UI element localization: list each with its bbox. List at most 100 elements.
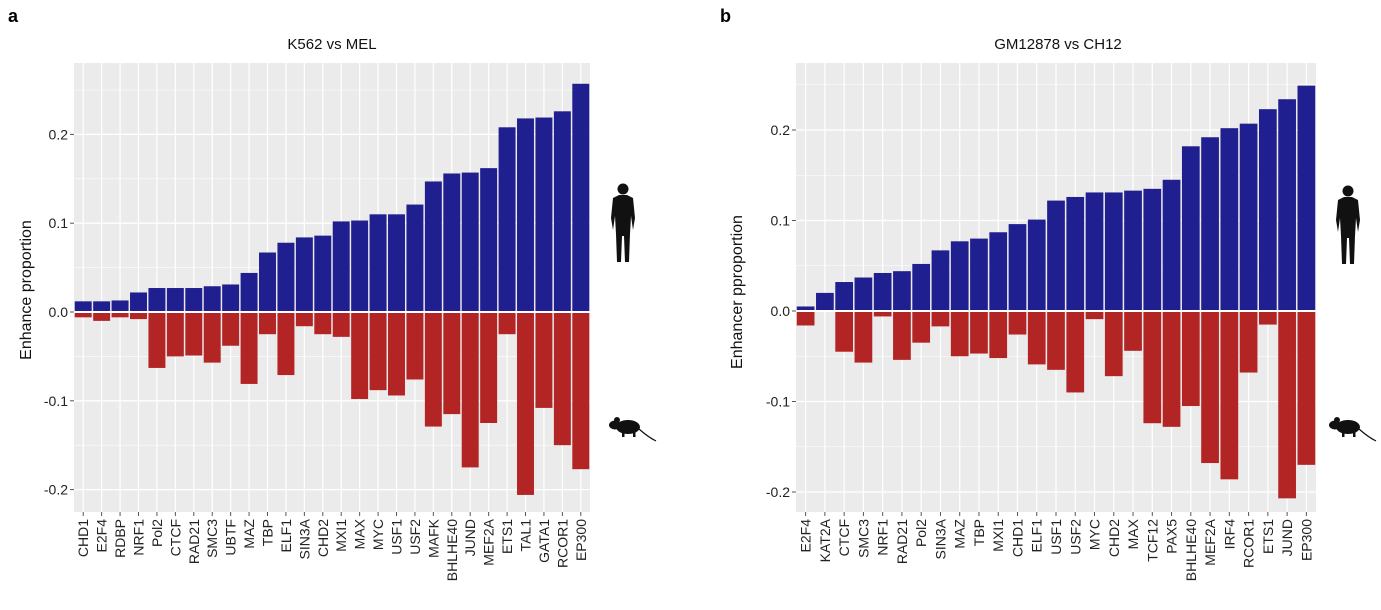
bar-mouse-ELF1 [277,312,295,376]
x-tick-label: E2F4 [94,519,110,553]
bar-mouse-NRF1 [873,311,892,317]
bar-human-USF1 [1047,200,1065,311]
x-tick-label: Pol2 [913,519,929,547]
bar-mouse-MXI1 [332,312,350,337]
x-tick-label: JUND [1279,519,1295,556]
x-tick-label: BHLHE40 [1183,519,1199,581]
bar-human-TBP [970,238,988,311]
bar-human-ELF1 [277,242,295,312]
bar-human-Pol2 [148,288,166,312]
bar-mouse-BHLHE40 [1181,311,1200,407]
bar-mouse-E2F4 [93,312,111,321]
bar-human-UBTF [222,284,240,312]
y-tick-label: 0.0 [49,304,69,320]
bar-human-NRF1 [873,272,892,311]
bar-human-CHD2 [1104,192,1123,311]
bar-human-NRF1 [130,292,147,312]
bar-human-USF2 [1066,196,1085,311]
x-tick-label: ETS1 [499,519,515,554]
bar-mouse-CHD1 [1008,311,1027,335]
bar-human-TAL1 [517,118,534,312]
y-tick-label: -0.2 [44,482,68,498]
x-tick-label: MAZ [952,519,968,549]
x-tick-label: SIN3A [932,518,948,559]
bar-human-KAT2A [816,292,834,311]
bar-mouse-IRF4 [1220,311,1239,480]
bar-human-TCF12 [1143,188,1162,311]
bar-mouse-CTCF [835,311,854,352]
x-tick-label: USF1 [1048,519,1064,555]
bar-human-Pol2 [912,263,931,311]
x-tick-label: KAT2A [817,518,833,562]
x-tick-label: ETS1 [1260,519,1276,554]
panel-a-label: a [8,6,19,26]
y-tick-label: -0.2 [766,484,790,500]
bar-human-CHD1 [74,301,92,312]
y-tick-label: 0.1 [771,213,791,229]
bar-mouse-MYC [1085,311,1104,320]
bar-mouse-JUND [461,312,479,468]
bar-mouse-SIN3A [295,312,313,327]
human-silhouette-icon [1336,185,1360,264]
bar-mouse-RAD21 [893,311,911,360]
panel-b-label: b [720,6,731,26]
x-tick-label: CHD1 [1009,519,1025,557]
x-tick-label: IRF4 [1221,519,1237,550]
bar-mouse-UBTF [222,312,240,346]
x-tick-label: MEF2A [1202,518,1218,565]
bar-human-RAD21 [893,271,911,311]
x-tick-label: RAD21 [894,519,910,564]
x-tick-label: SMC3 [204,519,220,558]
y-tick-label: -0.1 [766,394,790,410]
bar-human-MAX [1124,190,1142,311]
bar-human-TBP [259,252,276,312]
bar-mouse-TCF12 [1143,311,1162,424]
x-tick-label: MEF2A [481,518,497,565]
bar-human-EP300 [1297,85,1316,311]
bar-human-E2F4 [93,301,111,312]
bar-mouse-MEF2A [1201,311,1219,464]
x-tick-label: BHLHE40 [444,519,460,581]
bar-mouse-NRF1 [130,312,147,320]
x-tick-label: CHD2 [315,519,331,557]
bar-human-MYC [369,214,387,312]
bar-human-MXI1 [332,221,350,312]
x-tick-label: MAZ [241,519,257,549]
panel-b: b GM12878 vs CH12 Enhancer pproportion 0… [720,6,1377,581]
bar-mouse-RCOR1 [1239,311,1258,373]
y-tick-label: 0.0 [771,303,791,319]
bar-human-JUND [1278,99,1296,311]
bar-human-JUND [461,172,479,312]
x-tick-label: PAX5 [1164,519,1180,554]
bar-human-BHLHE40 [443,173,461,312]
y-tick-label: 0.1 [49,215,69,231]
bar-human-SMC3 [854,277,873,311]
x-tick-label: TAL1 [518,519,534,552]
bar-human-CHD2 [314,235,332,312]
x-tick-label: JUND [462,519,478,556]
bar-mouse-GATA1 [535,312,553,408]
bar-mouse-CHD2 [314,312,332,335]
x-tick-label: UBTF [223,519,239,556]
x-tick-label: MAX [352,518,368,549]
x-tick-label: RCOR1 [554,519,570,568]
bar-mouse-USF1 [388,312,405,396]
bar-mouse-JUND [1278,311,1296,499]
bar-human-RCOR1 [1239,123,1258,311]
x-tick-label: USF2 [407,519,423,555]
bar-mouse-TBP [970,311,988,354]
bar-mouse-EP300 [572,312,590,470]
panel-a-title: K562 vs MEL [287,36,376,53]
x-tick-label: RDBP [112,519,128,558]
bar-human-MAZ [950,241,969,311]
x-tick-label: MYC [370,519,386,550]
bar-mouse-MYC [369,312,387,391]
bar-mouse-ETS1 [1258,311,1277,325]
bar-human-MAX [351,220,369,312]
bar-human-CHD1 [1008,224,1027,311]
bar-mouse-PAX5 [1162,311,1181,427]
bar-mouse-MAX [1124,311,1142,351]
bar-mouse-ELF1 [1027,311,1046,365]
x-tick-label: CHD2 [1106,519,1122,557]
